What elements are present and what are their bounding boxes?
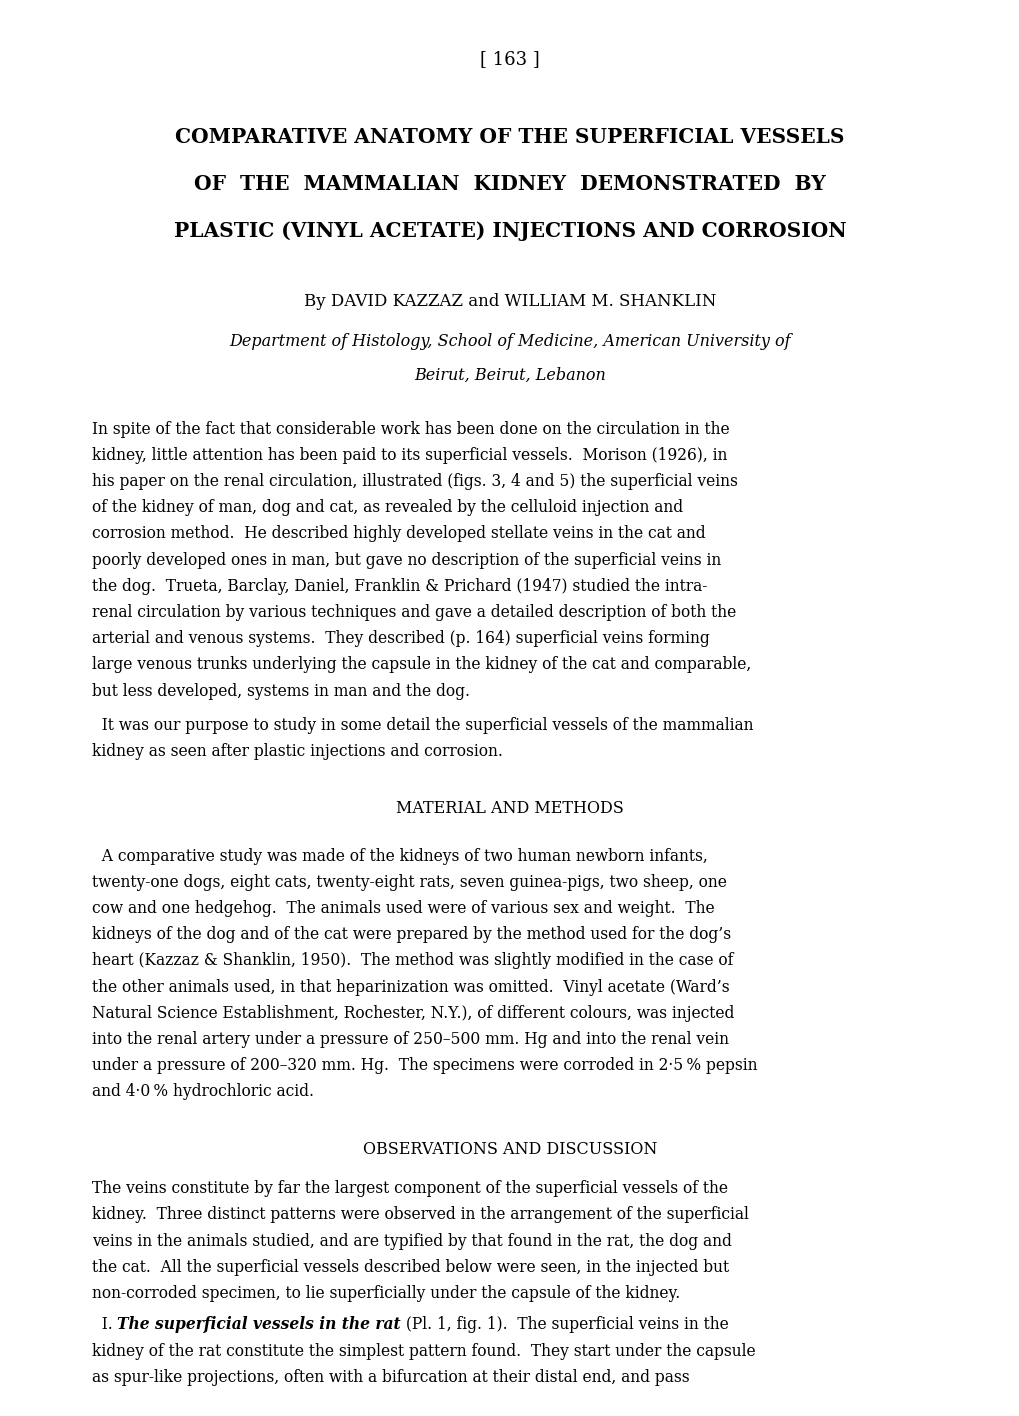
Text: non-corroded specimen, to lie superficially under the capsule of the kidney.: non-corroded specimen, to lie superficia… (92, 1286, 680, 1303)
Text: By DAVID KAZZAZ and WILLIAM M. SHANKLIN: By DAVID KAZZAZ and WILLIAM M. SHANKLIN (304, 293, 715, 310)
Text: under a pressure of 200–320 mm. Hg.  The specimens were corroded in 2·5 % pepsin: under a pressure of 200–320 mm. Hg. The … (92, 1058, 756, 1075)
Text: OF  THE  MAMMALIAN  KIDNEY  DEMONSTRATED  BY: OF THE MAMMALIAN KIDNEY DEMONSTRATED BY (194, 174, 825, 194)
Text: corrosion method.  He described highly developed stellate veins in the cat and: corrosion method. He described highly de… (92, 525, 705, 542)
Text: (Pl. 1, fig. 1).  The superficial veins in the: (Pl. 1, fig. 1). The superficial veins i… (400, 1317, 729, 1334)
Text: veins in the animals studied, and are typified by that found in the rat, the dog: veins in the animals studied, and are ty… (92, 1232, 731, 1250)
Text: kidney as seen after plastic injections and corrosion.: kidney as seen after plastic injections … (92, 743, 502, 760)
Text: his paper on the renal circulation, illustrated (figs. 3, 4 and 5) the superfici: his paper on the renal circulation, illu… (92, 473, 737, 490)
Text: COMPARATIVE ANATOMY OF THE SUPERFICIAL VESSELS: COMPARATIVE ANATOMY OF THE SUPERFICIAL V… (175, 127, 844, 147)
Text: the other animals used, in that heparinization was omitted.  Vinyl acetate (Ward: the other animals used, in that heparini… (92, 978, 729, 995)
Text: kidney of the rat constitute the simplest pattern found.  They start under the c: kidney of the rat constitute the simples… (92, 1342, 755, 1359)
Text: I.: I. (92, 1317, 117, 1334)
Text: cow and one hedgehog.  The animals used were of various sex and weight.  The: cow and one hedgehog. The animals used w… (92, 901, 713, 918)
Text: arterial and venous systems.  They described (p. 164) superficial veins forming: arterial and venous systems. They descri… (92, 630, 709, 647)
Text: as spur-like projections, often with a bifurcation at their distal end, and pass: as spur-like projections, often with a b… (92, 1369, 689, 1386)
Text: the cat.  All the superficial vessels described below were seen, in the injected: the cat. All the superficial vessels des… (92, 1259, 729, 1276)
Text: Department of Histology, School of Medicine, American University of: Department of Histology, School of Medic… (229, 333, 790, 350)
Text: The superficial vessels in the rat: The superficial vessels in the rat (117, 1317, 400, 1334)
Text: twenty-one dogs, eight cats, twenty-eight rats, seven guinea-pigs, two sheep, on: twenty-one dogs, eight cats, twenty-eigh… (92, 874, 726, 891)
Text: OBSERVATIONS AND DISCUSSION: OBSERVATIONS AND DISCUSSION (363, 1141, 656, 1158)
Text: The veins constitute by far the largest component of the superficial vessels of : The veins constitute by far the largest … (92, 1181, 728, 1198)
Text: renal circulation by various techniques and gave a detailed description of both : renal circulation by various techniques … (92, 603, 736, 622)
Text: PLASTIC (VINYL ACETATE) INJECTIONS AND CORROSION: PLASTIC (VINYL ACETATE) INJECTIONS AND C… (173, 221, 846, 241)
Text: kidneys of the dog and of the cat were prepared by the method used for the dog’s: kidneys of the dog and of the cat were p… (92, 926, 731, 943)
Text: kidney, little attention has been paid to its superficial vessels.  Morison (192: kidney, little attention has been paid t… (92, 447, 727, 464)
Text: into the renal artery under a pressure of 250–500 mm. Hg and into the renal vein: into the renal artery under a pressure o… (92, 1031, 729, 1048)
Text: [ 163 ]: [ 163 ] (480, 50, 539, 68)
Text: MATERIAL AND METHODS: MATERIAL AND METHODS (395, 800, 624, 817)
Text: and 4·0 % hydrochloric acid.: and 4·0 % hydrochloric acid. (92, 1083, 314, 1100)
Text: the dog.  Trueta, Barclay, Daniel, Franklin & Prichard (1947) studied the intra-: the dog. Trueta, Barclay, Daniel, Frankl… (92, 578, 706, 595)
Text: Beirut, Beirut, Lebanon: Beirut, Beirut, Lebanon (414, 367, 605, 384)
Text: kidney.  Three distinct patterns were observed in the arrangement of the superfi: kidney. Three distinct patterns were obs… (92, 1206, 748, 1223)
Text: Natural Science Establishment, Rochester, N.Y.), of different colours, was injec: Natural Science Establishment, Rochester… (92, 1005, 734, 1022)
Text: of the kidney of man, dog and cat, as revealed by the celluloid injection and: of the kidney of man, dog and cat, as re… (92, 500, 683, 517)
Text: heart (Kazzaz & Shanklin, 1950).  The method was slightly modified in the case o: heart (Kazzaz & Shanklin, 1950). The met… (92, 953, 733, 970)
Text: In spite of the fact that considerable work has been done on the circulation in : In spite of the fact that considerable w… (92, 421, 729, 438)
Text: but less developed, systems in man and the dog.: but less developed, systems in man and t… (92, 683, 470, 700)
Text: A comparative study was made of the kidneys of two human newborn infants,: A comparative study was made of the kidn… (92, 848, 707, 865)
Text: It was our purpose to study in some detail the superficial vessels of the mammal: It was our purpose to study in some deta… (92, 716, 753, 733)
Text: large venous trunks underlying the capsule in the kidney of the cat and comparab: large venous trunks underlying the capsu… (92, 656, 750, 674)
Text: poorly developed ones in man, but gave no description of the superficial veins i: poorly developed ones in man, but gave n… (92, 552, 720, 569)
